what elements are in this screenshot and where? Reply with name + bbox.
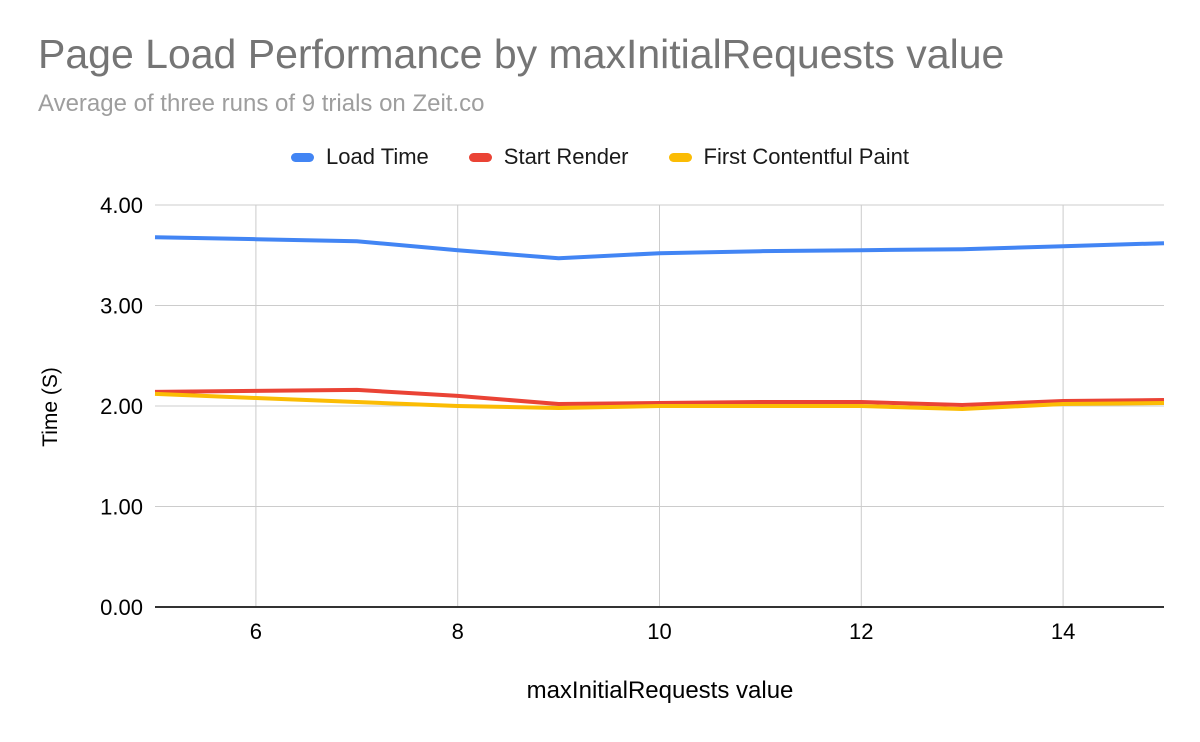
legend-label: Start Render xyxy=(503,144,629,169)
legend-label: First Contentful Paint xyxy=(703,144,909,169)
legend-item-start-render: Start Render xyxy=(468,144,629,170)
y-tick-label: 4.00 xyxy=(100,193,143,218)
legend-item-first-contentful-paint: First Contentful Paint xyxy=(668,144,909,170)
x-axis-title: maxInitialRequests value xyxy=(526,677,794,704)
y-axis-title: Time (S) xyxy=(39,367,62,447)
x-tick-label: 6 xyxy=(250,619,262,644)
legend: Load Time Start Render First Contentful Pa… xyxy=(0,143,1200,171)
y-tick-label: 3.00 xyxy=(100,294,143,319)
series-line-first-contentful-paint xyxy=(154,391,1165,411)
legend-swatch-load-time xyxy=(291,152,315,162)
y-tick-label: 2.00 xyxy=(100,394,143,419)
series-line-start-render xyxy=(154,387,1165,407)
legend-label: Load Time xyxy=(326,144,429,169)
y-tick-label: 1.00 xyxy=(100,495,143,520)
x-tick-label: 8 xyxy=(452,619,464,644)
chart-subtitle: Average of three runs of 9 trials on Zei… xyxy=(38,90,485,117)
x-tick-label: 14 xyxy=(1051,619,1075,644)
chart-title: Page Load Performance by maxInitialReque… xyxy=(38,31,1005,77)
legend-swatch-start-render xyxy=(468,152,492,162)
x-tick-label: 12 xyxy=(849,619,873,644)
y-tick-label: 0.00 xyxy=(100,595,143,620)
series-line-load-time xyxy=(154,235,1165,261)
legend-swatch-first-contentful-paint xyxy=(668,152,692,162)
legend-item-load-time: Load Time xyxy=(291,144,429,170)
x-tick-label: 10 xyxy=(647,619,671,644)
